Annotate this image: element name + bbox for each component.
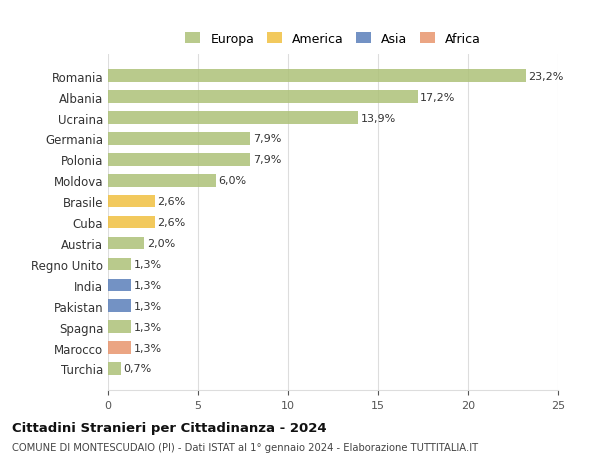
Legend: Europa, America, Asia, Africa: Europa, America, Asia, Africa (181, 28, 485, 51)
Text: 1,3%: 1,3% (134, 322, 162, 332)
Bar (108, 112, 358, 124)
Bar (108, 196, 155, 208)
Text: 7,9%: 7,9% (253, 155, 281, 165)
Bar (108, 216, 155, 229)
Text: 17,2%: 17,2% (420, 92, 455, 102)
Text: 1,3%: 1,3% (134, 301, 162, 311)
Text: COMUNE DI MONTESCUDAIO (PI) - Dati ISTAT al 1° gennaio 2024 - Elaborazione TUTTI: COMUNE DI MONTESCUDAIO (PI) - Dati ISTAT… (12, 442, 478, 452)
Bar (108, 279, 131, 291)
Text: 13,9%: 13,9% (361, 113, 396, 123)
Bar (108, 237, 144, 250)
Text: 1,3%: 1,3% (134, 259, 162, 269)
Text: 2,6%: 2,6% (157, 197, 186, 207)
Bar (108, 300, 131, 312)
Bar (108, 258, 131, 271)
Text: 7,9%: 7,9% (253, 134, 281, 144)
Bar (108, 321, 131, 333)
Bar (108, 91, 418, 104)
Text: 6,0%: 6,0% (218, 176, 247, 186)
Bar (108, 174, 216, 187)
Text: 2,6%: 2,6% (157, 218, 186, 228)
Bar (108, 363, 121, 375)
Bar (108, 341, 131, 354)
Bar (108, 154, 250, 166)
Bar (108, 133, 250, 146)
Text: 1,3%: 1,3% (134, 280, 162, 290)
Text: 23,2%: 23,2% (528, 72, 563, 82)
Text: Cittadini Stranieri per Cittadinanza - 2024: Cittadini Stranieri per Cittadinanza - 2… (12, 421, 326, 435)
Text: 2,0%: 2,0% (146, 239, 175, 248)
Bar (108, 70, 526, 83)
Text: 1,3%: 1,3% (134, 343, 162, 353)
Text: 0,7%: 0,7% (124, 364, 152, 374)
